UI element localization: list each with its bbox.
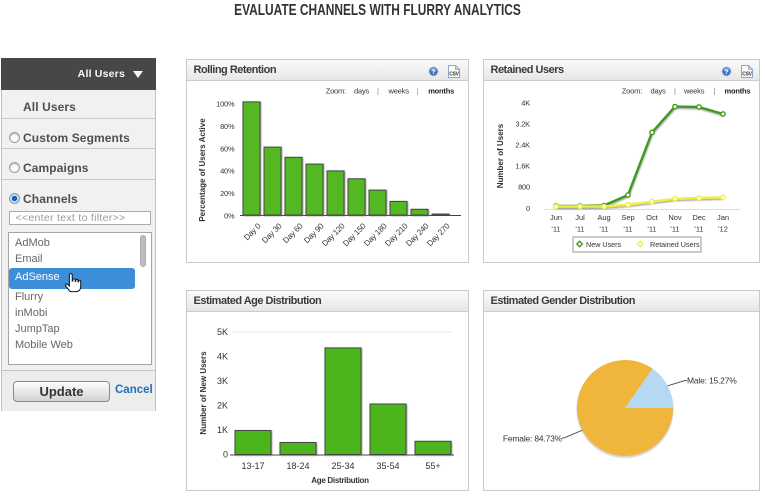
svg-text:|: | <box>714 87 716 96</box>
svg-text:months: months <box>725 87 751 96</box>
svg-text:Aug: Aug <box>597 213 610 222</box>
svg-text:Zoom:: Zoom: <box>326 87 346 96</box>
svg-text:0%: 0% <box>224 212 235 221</box>
svg-text:35-54: 35-54 <box>376 461 399 471</box>
svg-text:CSV: CSV <box>742 72 752 78</box>
svg-text:|: | <box>377 87 379 96</box>
svg-text:weeks: weeks <box>683 87 705 96</box>
svg-text:Zoom:: Zoom: <box>622 87 642 96</box>
svg-text:Number of Users: Number of Users <box>496 123 505 188</box>
svg-text:Day 60: Day 60 <box>281 221 305 245</box>
svg-text:?: ? <box>432 69 436 76</box>
svg-text:Sep: Sep <box>621 213 634 222</box>
svg-text:'11: '11 <box>647 225 656 234</box>
svg-text:4K: 4K <box>521 99 530 108</box>
svg-text:days: days <box>651 87 666 96</box>
svg-text:Oct: Oct <box>646 213 659 222</box>
svg-text:3K: 3K <box>217 376 228 386</box>
svg-text:40%: 40% <box>220 167 235 176</box>
svg-text:?: ? <box>725 69 729 76</box>
svg-text:800: 800 <box>518 183 530 192</box>
svg-text:Female: 84.73%: Female: 84.73% <box>503 434 563 444</box>
svg-text:3.2K: 3.2K <box>515 120 530 129</box>
svg-text:Male: 15.27%: Male: 15.27% <box>687 376 737 386</box>
svg-text:'11: '11 <box>599 225 608 234</box>
svg-text:Jun: Jun <box>550 213 562 222</box>
svg-text:0: 0 <box>223 450 228 460</box>
svg-text:55+: 55+ <box>425 461 440 471</box>
svg-text:5K: 5K <box>217 327 228 337</box>
svg-text:Dec: Dec <box>692 213 706 222</box>
svg-text:18-24: 18-24 <box>286 461 309 471</box>
svg-text:13-17: 13-17 <box>241 461 264 471</box>
svg-text:New Users: New Users <box>586 240 622 249</box>
svg-text:Jan: Jan <box>717 213 729 222</box>
svg-text:4K: 4K <box>217 352 228 362</box>
svg-text:Number of New Users: Number of New Users <box>199 351 208 435</box>
svg-text:60%: 60% <box>220 144 235 153</box>
svg-text:Nov: Nov <box>668 213 682 222</box>
svg-text:Age Distribution: Age Distribution <box>311 476 369 485</box>
svg-text:1.6K: 1.6K <box>515 162 530 171</box>
svg-text:1K: 1K <box>217 425 228 435</box>
svg-text:|: | <box>417 87 419 96</box>
svg-text:months: months <box>428 87 454 96</box>
svg-text:20%: 20% <box>220 189 235 198</box>
svg-text:'11: '11 <box>694 225 703 234</box>
svg-text:Day 30: Day 30 <box>260 221 284 245</box>
svg-text:'11: '11 <box>670 225 679 234</box>
svg-text:25-34: 25-34 <box>331 461 354 471</box>
svg-text:Retained Users: Retained Users <box>650 240 700 249</box>
svg-text:Jul: Jul <box>575 213 585 222</box>
svg-text:'11: '11 <box>623 225 632 234</box>
svg-text:CSV: CSV <box>449 72 459 78</box>
svg-text:weeks: weeks <box>388 87 410 96</box>
svg-text:0: 0 <box>526 204 530 213</box>
svg-text:'11: '11 <box>575 225 584 234</box>
svg-text:|: | <box>674 87 676 96</box>
svg-text:2.4K: 2.4K <box>515 141 530 150</box>
svg-text:'11: '11 <box>551 225 560 234</box>
svg-text:Percentage of Users Active: Percentage of Users Active <box>198 118 207 222</box>
svg-text:Day 270: Day 270 <box>425 221 452 248</box>
svg-text:days: days <box>354 87 369 96</box>
svg-text:2K: 2K <box>217 401 228 411</box>
svg-text:'12: '12 <box>718 225 728 234</box>
svg-text:80%: 80% <box>220 122 235 131</box>
svg-text:100%: 100% <box>216 100 235 109</box>
